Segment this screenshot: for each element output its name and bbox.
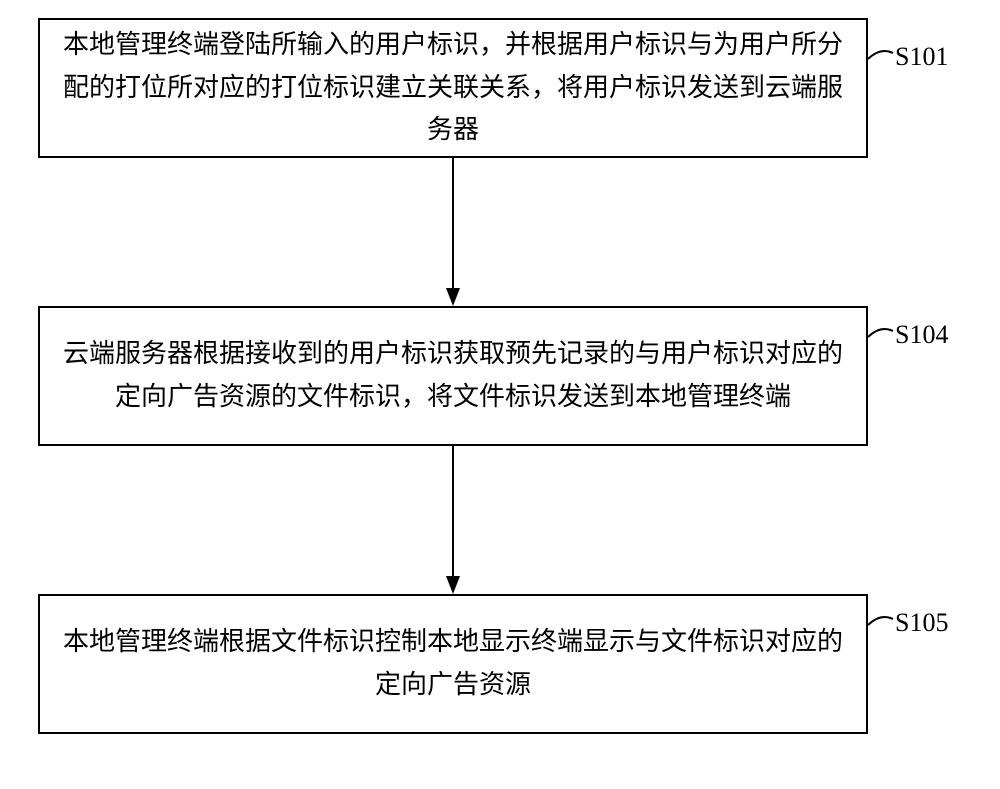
flowchart-canvas: 本地管理终端登陆所输入的用户标识，并根据用户标识与为用户所分配的打位所对应的打位… [0,0,1000,789]
label-connector-n3 [0,0,1000,789]
